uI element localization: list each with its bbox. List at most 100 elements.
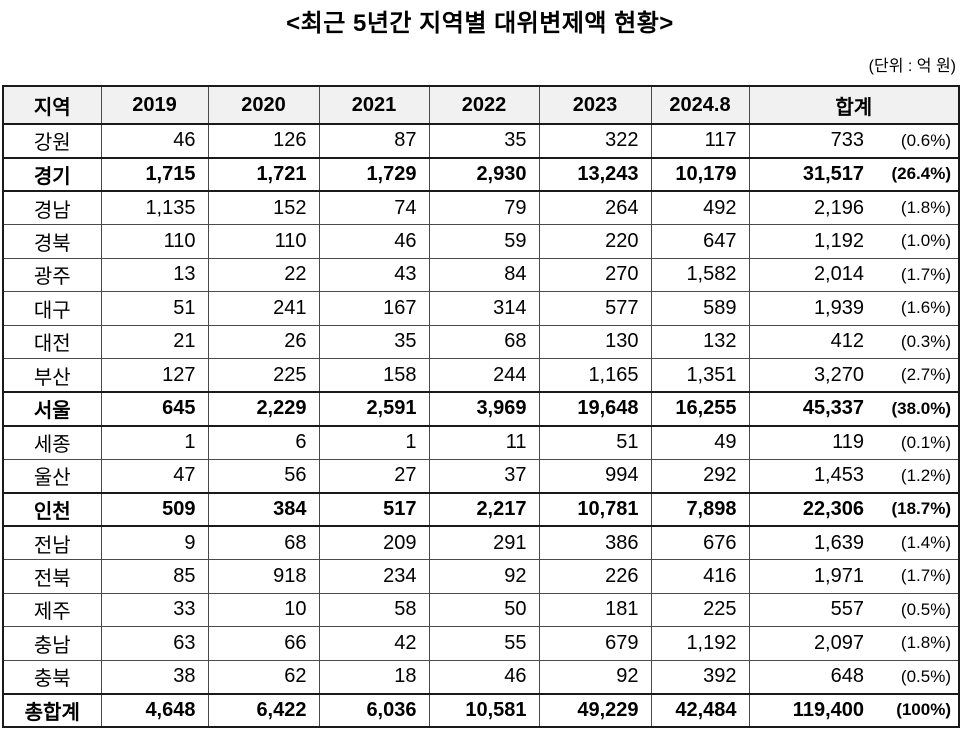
value-cell-2022: 37 [428, 458, 540, 493]
region-cell: 충남 [2, 626, 102, 661]
value-cell-2024-8: 16,255 [650, 391, 750, 427]
value-cell-2024-8: 647 [650, 224, 750, 259]
value-cell-2024-8: 117 [650, 123, 750, 158]
total-cell: 1,971 (1.7%) [748, 559, 960, 594]
value-cell-2022: 79 [428, 190, 540, 225]
region-cell: 경기 [2, 156, 102, 192]
region-subrogation-table: 지역 2019 2020 2021 2022 2023 2024.8 합계 강원… [2, 85, 960, 728]
value-cell-2022: 50 [428, 592, 540, 627]
total-cell: 3,270 (2.7%) [748, 358, 960, 393]
value-cell-2024-8: 392 [650, 659, 750, 694]
total-percent: (1.0%) [900, 231, 951, 251]
value-cell-2021: 234 [318, 559, 430, 594]
region-cell: 총합계 [2, 692, 102, 728]
value-cell-2024-8: 42,484 [650, 692, 750, 728]
value-cell-2024-8: 416 [650, 559, 750, 594]
total-cell-content: 412 (0.3%) [750, 330, 958, 353]
total-percent: (1.6%) [900, 298, 951, 318]
value-cell-2023: 10,781 [538, 491, 652, 527]
table-row: 경북 110 110 46 59 220 647 1,192 (1.0%) [2, 224, 960, 259]
value-cell-2020: 918 [207, 559, 320, 594]
value-cell-2023: 322 [538, 123, 652, 158]
value-cell-2023: 264 [538, 190, 652, 225]
value-cell-2023: 577 [538, 291, 652, 326]
value-cell-2019: 47 [100, 458, 209, 493]
region-cell: 대구 [2, 291, 102, 326]
region-cell: 전남 [2, 525, 102, 560]
total-value: 557 [830, 598, 864, 621]
value-cell-2021: 58 [318, 592, 430, 627]
value-cell-2019: 1,715 [100, 156, 209, 192]
value-cell-2019: 1,135 [100, 190, 209, 225]
total-cell: 557 (0.5%) [748, 592, 960, 627]
region-cell: 강원 [2, 123, 102, 158]
value-cell-2020: 26 [207, 324, 320, 359]
value-cell-2022: 11 [428, 425, 540, 460]
total-cell: 22,306 (18.7%) [748, 491, 960, 527]
value-cell-2020: 22 [207, 257, 320, 292]
value-cell-2022: 3,969 [428, 391, 540, 427]
table-body: 강원 46 126 87 35 322 117 733 (0.6%) 경기 1,… [2, 123, 960, 728]
total-value: 1,453 [813, 464, 864, 486]
value-cell-2023: 386 [538, 525, 652, 560]
total-cell-content: 1,939 (1.6%) [750, 297, 958, 320]
value-cell-2019: 4,648 [100, 692, 209, 728]
total-cell-content: 1,192 (1.0%) [750, 230, 958, 253]
column-header-2020: 2020 [207, 85, 320, 125]
total-value: 1,971 [813, 564, 864, 587]
value-cell-2020: 2,229 [207, 391, 320, 427]
total-cell: 733 (0.6%) [748, 123, 960, 158]
column-header-2022: 2022 [428, 85, 540, 125]
value-cell-2020: 126 [207, 123, 320, 158]
total-percent: (1.8%) [900, 198, 951, 217]
value-cell-2019: 645 [100, 391, 209, 427]
table-row: 세종 1 6 1 11 51 49 119 (0.1%) [2, 425, 960, 460]
region-cell: 서울 [2, 391, 102, 427]
region-cell: 광주 [2, 257, 102, 292]
value-cell-2023: 226 [538, 559, 652, 594]
table-row: 충남 63 66 42 55 679 1,192 2,097 (1.8%) [2, 626, 960, 661]
value-cell-2021: 87 [318, 123, 430, 158]
value-cell-2020: 66 [207, 626, 320, 661]
value-cell-2023: 1,165 [538, 358, 652, 393]
total-percent: (1.4%) [900, 533, 951, 552]
table-row: 경기 1,715 1,721 1,729 2,930 13,243 10,179… [2, 156, 960, 192]
value-cell-2020: 10 [207, 592, 320, 627]
total-percent: (26.4%) [891, 164, 951, 184]
total-cell: 119 (0.1%) [748, 425, 960, 460]
value-cell-2021: 158 [318, 358, 430, 393]
total-cell: 31,517 (26.4%) [748, 156, 960, 192]
value-cell-2020: 225 [207, 358, 320, 393]
region-cell: 인천 [2, 491, 102, 527]
total-cell: 45,337 (38.0%) [748, 391, 960, 427]
total-cell-content: 2,196 (1.8%) [750, 197, 958, 220]
value-cell-2021: 42 [318, 626, 430, 661]
total-percent: (1.2%) [900, 465, 951, 485]
value-cell-2024-8: 225 [650, 592, 750, 627]
value-cell-2020: 241 [207, 291, 320, 326]
value-cell-2022: 291 [428, 525, 540, 560]
value-cell-2024-8: 1,192 [650, 626, 750, 661]
total-percent: (1.8%) [900, 633, 951, 653]
value-cell-2023: 679 [538, 626, 652, 661]
column-header-2019: 2019 [100, 85, 209, 125]
value-cell-2021: 18 [318, 659, 430, 694]
total-cell-content: 119,400 (100%) [750, 698, 958, 722]
total-value: 119,400 [792, 698, 864, 721]
table-row: 대구 51 241 167 314 577 589 1,939 (1.6%) [2, 291, 960, 326]
value-cell-2021: 46 [318, 224, 430, 259]
total-cell-content: 1,971 (1.7%) [750, 564, 958, 588]
table-row: 대전 21 26 35 68 130 132 412 (0.3%) [2, 324, 960, 359]
value-cell-2021: 6,036 [318, 692, 430, 728]
page-title: <최근 5년간 지역별 대위변제액 현황> [286, 10, 674, 37]
total-cell: 412 (0.3%) [748, 324, 960, 359]
column-header-2023: 2023 [538, 85, 652, 125]
value-cell-2019: 9 [100, 525, 209, 560]
table-row: 제주 33 10 58 50 181 225 557 (0.5%) [2, 592, 960, 627]
value-cell-2020: 68 [207, 525, 320, 560]
value-cell-2024-8: 10,179 [650, 156, 750, 192]
value-cell-2022: 35 [428, 123, 540, 158]
total-percent: (18.7%) [891, 499, 951, 519]
region-cell: 부산 [2, 358, 102, 393]
region-cell: 대전 [2, 324, 102, 359]
